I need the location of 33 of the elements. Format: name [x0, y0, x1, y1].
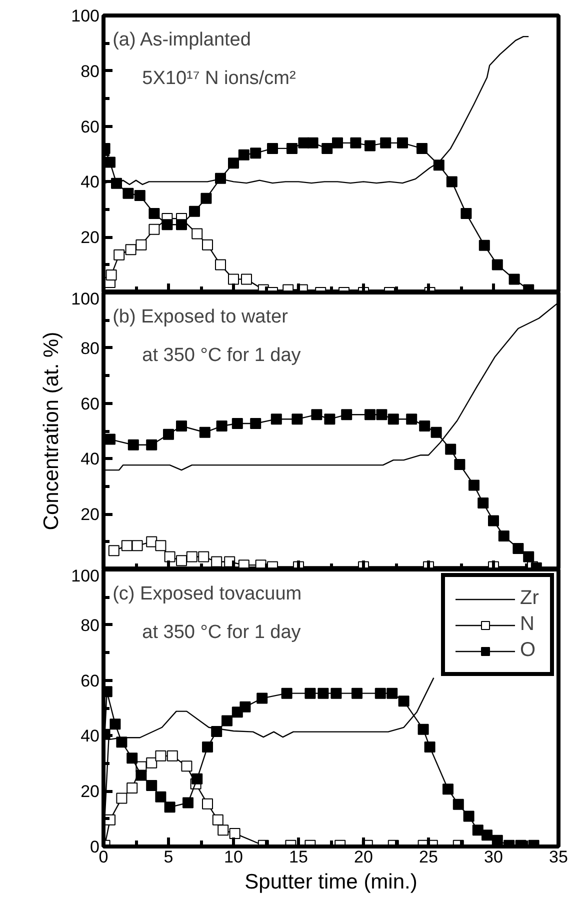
y-tick-label: 20: [80, 505, 100, 524]
text: at 350 °C for 1 day: [142, 345, 302, 366]
x-tick-label: 5: [164, 848, 174, 866]
x-tick-label: 20: [354, 848, 373, 866]
y-tick-label: 80: [80, 616, 100, 635]
x-tick-label: 30: [484, 848, 503, 866]
y-tick-label: 80: [80, 338, 100, 358]
y-axis-title: Concentration (at. %): [40, 332, 64, 530]
y-tick-label: 60: [80, 117, 100, 136]
x-tick-label: 10: [224, 848, 243, 866]
y-tick-label: 60: [80, 671, 100, 690]
x-tick-label: 25: [419, 848, 438, 866]
x-tick-label: 15: [289, 848, 308, 866]
y-tick-label: 20: [80, 782, 100, 802]
y-tick-label: 40: [80, 726, 100, 746]
text: (a) As-implanted: [112, 29, 251, 50]
y-tick-label: 80: [80, 62, 100, 81]
text: (c) Exposed tovacuum: [112, 583, 302, 604]
y-tick-label: 100: [71, 290, 100, 308]
text: (b) Exposed to water: [112, 306, 289, 328]
legend-label: Zr: [520, 587, 540, 610]
y-tick-label: 100: [71, 6, 100, 26]
text: 5X10¹⁷ N ions/cm²: [142, 68, 296, 90]
text: at 350 °C for 1 day: [142, 622, 302, 644]
y-tick-label: 40: [80, 172, 100, 192]
y-tick-label: 40: [80, 450, 100, 469]
legend-label: O: [520, 639, 537, 662]
y-tick-label: 60: [80, 394, 100, 414]
y-tick-label: 20: [80, 228, 100, 248]
legend-label: N: [520, 613, 536, 636]
y-tick-label: 100: [71, 566, 100, 586]
x-tick-label: 35: [549, 848, 568, 866]
x-axis-title: Sputter time (min.): [244, 870, 418, 894]
